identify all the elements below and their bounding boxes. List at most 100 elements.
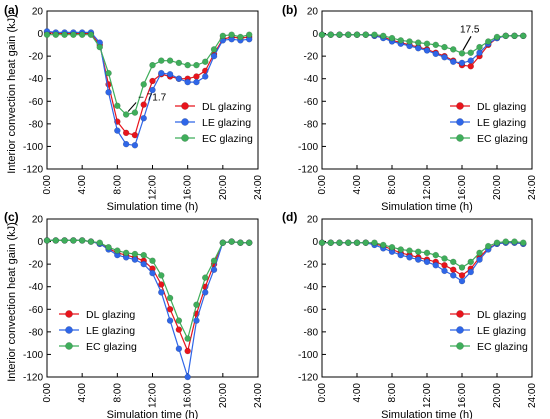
data-point-le — [193, 317, 200, 324]
y-tick-label: -120 — [298, 165, 318, 176]
y-tick-label: -40 — [304, 74, 319, 85]
data-point-le — [476, 256, 483, 263]
panel-label: (c) — [4, 210, 19, 224]
legend-entry-label: DL glazing — [86, 309, 135, 321]
data-point-ec — [493, 33, 501, 41]
data-point-ec — [78, 237, 86, 244]
legend-swatch-marker — [456, 310, 464, 318]
data-point-ec — [485, 38, 492, 45]
legend-entry-label: EC glazing — [477, 341, 528, 353]
data-point-ec — [476, 249, 483, 257]
y-tick-label: -100 — [23, 142, 43, 153]
y-axis-label: Interior convection heat gain (kJ) — [6, 222, 18, 382]
data-point-le — [184, 78, 191, 86]
data-point-ec — [327, 239, 334, 246]
legend-swatch-marker — [456, 118, 464, 126]
data-point-ec — [219, 239, 227, 246]
data-point-le — [423, 47, 431, 54]
x-tick-label: 20:00 — [218, 175, 229, 200]
data-point-ec — [371, 31, 378, 38]
data-point-ec — [397, 246, 404, 253]
legend-entry-label: LE glazing — [477, 117, 526, 129]
y-tick-label: -120 — [23, 165, 43, 176]
series-line-le — [47, 239, 250, 378]
data-point-ec — [166, 294, 174, 302]
data-point-ec — [87, 31, 95, 38]
data-point-le — [122, 140, 130, 148]
legend-entry-label: DL glazing — [477, 101, 526, 113]
x-tick-label: 24:00 — [527, 383, 538, 408]
data-point-ec — [61, 31, 68, 38]
data-point-le — [131, 256, 139, 263]
y-tick-label: -60 — [304, 97, 319, 108]
x-tick-label: 4:00 — [77, 383, 88, 403]
x-tick-label: 16:00 — [183, 175, 194, 200]
legend-swatch-marker — [65, 342, 73, 350]
data-point-dl — [184, 347, 191, 355]
data-point-ec — [184, 61, 191, 69]
data-point-le — [158, 69, 165, 77]
annotation-label: 17.5 — [460, 24, 480, 35]
data-point-le — [175, 345, 183, 353]
y-tick-label: 0 — [37, 237, 43, 248]
data-point-le — [210, 52, 218, 60]
x-tick-label: 16:00 — [457, 383, 468, 408]
data-point-le — [175, 75, 183, 82]
data-point-ec — [458, 264, 466, 271]
data-point-ec — [493, 239, 501, 246]
legend-entry-label: EC glazing — [477, 133, 528, 145]
y-tick-label: 20 — [32, 7, 44, 18]
x-tick-label: 24:00 — [253, 383, 264, 408]
data-point-ec — [149, 257, 156, 265]
y-tick-label: 0 — [37, 29, 43, 40]
y-tick-label: 20 — [307, 215, 319, 226]
data-point-le — [406, 254, 413, 261]
x-tick-label: 4:00 — [352, 383, 363, 403]
x-axis-label: Simulation time (h) — [107, 409, 199, 419]
data-point-le — [114, 127, 121, 134]
legend-swatch-marker — [181, 134, 189, 142]
data-point-dl — [175, 326, 183, 333]
data-point-ec — [406, 38, 413, 45]
data-point-ec — [210, 46, 218, 53]
x-axis-label: Simulation time (h) — [107, 201, 199, 213]
data-point-ec — [397, 37, 404, 44]
data-point-ec — [415, 39, 422, 46]
data-point-ec — [511, 238, 518, 245]
data-point-ec — [362, 239, 369, 246]
x-tick-label: 4:00 — [77, 175, 88, 195]
data-point-dl — [166, 306, 174, 313]
data-point-ec — [520, 239, 527, 246]
data-point-ec — [450, 46, 457, 53]
data-point-ec — [158, 272, 165, 279]
data-point-ec — [175, 317, 183, 324]
data-point-le — [202, 289, 209, 296]
y-tick-label: -40 — [29, 282, 44, 293]
legend-swatch-marker — [65, 326, 73, 334]
data-point-ec — [193, 61, 200, 69]
legend-swatch-marker — [456, 134, 464, 142]
y-tick-label: -60 — [29, 305, 44, 316]
data-point-ec — [388, 243, 396, 251]
y-tick-label: -80 — [304, 119, 319, 130]
data-point-ec — [140, 81, 147, 88]
data-point-ec — [140, 251, 147, 259]
data-point-ec — [502, 238, 509, 245]
data-point-dl — [441, 262, 448, 269]
legend-entry-label: LE glazing — [202, 117, 251, 129]
annotation-label: − 71.7 — [138, 92, 167, 103]
x-axis-label: Simulation time (h) — [381, 409, 473, 419]
data-point-ec — [336, 239, 343, 246]
data-point-le — [415, 256, 422, 263]
legend-entry-label: LE glazing — [86, 325, 135, 337]
data-point-ec — [353, 31, 361, 38]
data-point-le — [210, 266, 218, 274]
data-point-le — [105, 89, 112, 96]
data-point-le — [166, 317, 174, 324]
data-point-ec — [362, 31, 369, 38]
data-point-ec — [228, 238, 235, 245]
data-point-ec — [327, 31, 334, 38]
data-point-ec — [96, 43, 103, 51]
x-tick-label: 4:00 — [352, 175, 363, 195]
